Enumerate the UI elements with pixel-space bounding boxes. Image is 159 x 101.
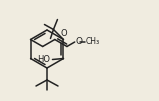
Text: O: O [76,37,83,46]
Text: CH₃: CH₃ [85,37,99,46]
Text: HO: HO [38,55,50,64]
Text: O: O [60,29,67,38]
